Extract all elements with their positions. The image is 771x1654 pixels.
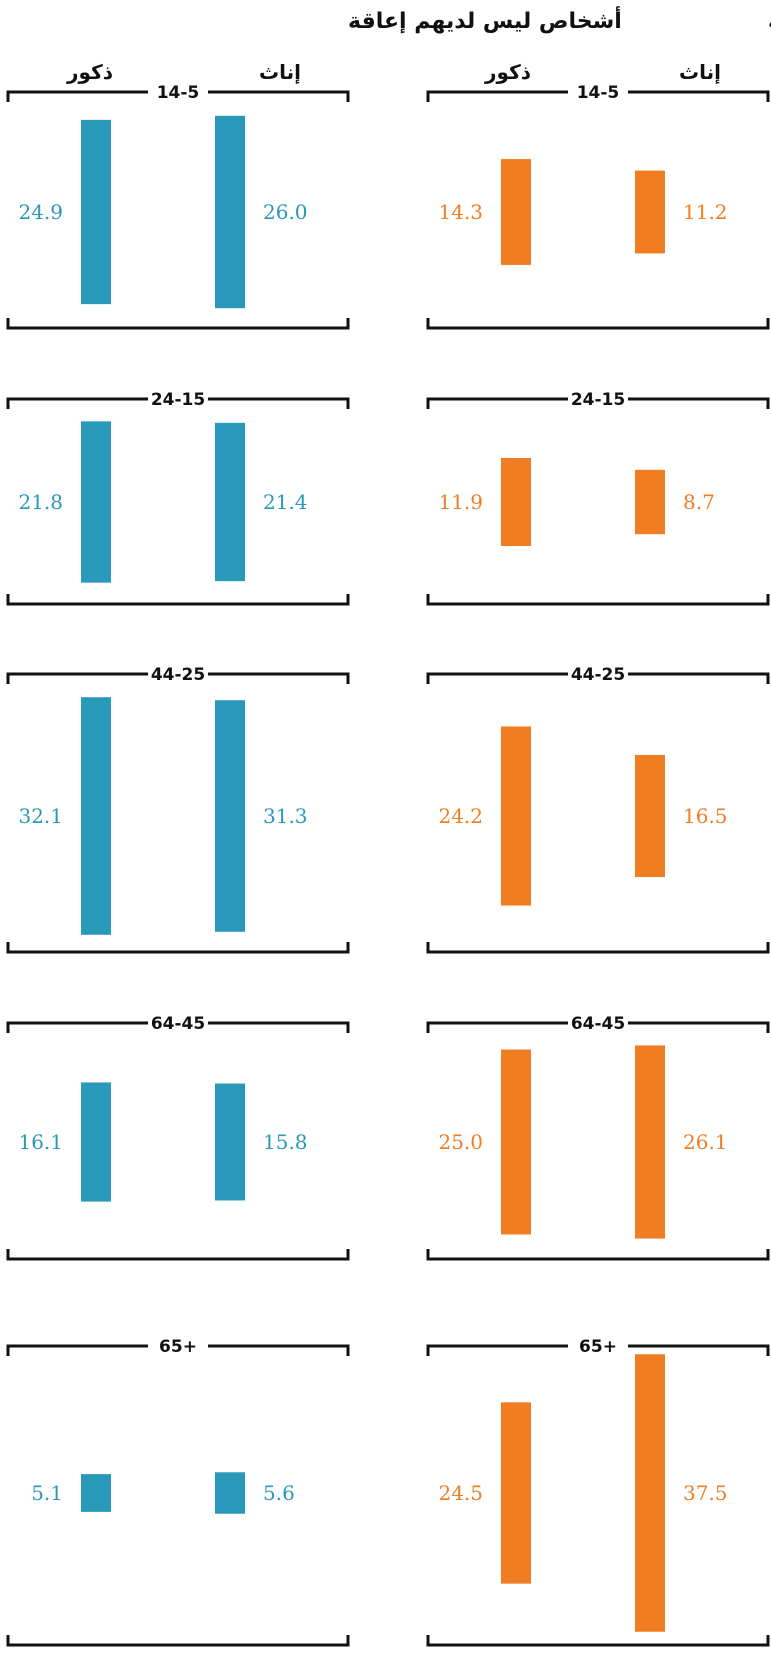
age-group-label: 64-45 xyxy=(571,1014,625,1034)
female-bar xyxy=(635,1354,665,1632)
bracket-top-right xyxy=(208,672,350,684)
bracket-bottom xyxy=(426,1249,770,1261)
bracket-bottom xyxy=(426,942,770,954)
male-bar xyxy=(81,1082,111,1202)
male-value-label: 11.9 xyxy=(438,490,483,514)
bracket-bottom xyxy=(6,1249,350,1261)
female-bar xyxy=(215,1083,245,1201)
bracket-top-left xyxy=(426,90,568,102)
bracket-top-left xyxy=(426,1021,568,1033)
male-value-label: 24.5 xyxy=(438,1481,483,1505)
bracket-top-left xyxy=(6,397,148,409)
bracket-top-right xyxy=(208,397,350,409)
female-value-label: 8.7 xyxy=(683,490,715,514)
age-group-label: 65+ xyxy=(159,1337,197,1357)
bracket-top-left xyxy=(426,397,568,409)
female-value-label: 37.5 xyxy=(683,1481,728,1505)
bracket-bottom xyxy=(426,1635,770,1647)
male-value-label: 32.1 xyxy=(18,804,63,828)
female-bar xyxy=(215,1472,245,1514)
female-bar xyxy=(635,1045,665,1239)
female-value-label: 31.3 xyxy=(263,804,308,828)
male-value-label: 5.1 xyxy=(31,1481,63,1505)
male-bar xyxy=(81,119,111,305)
bracket-top-left xyxy=(6,90,148,102)
male-header: ذكور xyxy=(484,60,531,84)
female-bar xyxy=(635,754,665,878)
male-bar xyxy=(81,697,111,935)
male-bar xyxy=(501,457,531,547)
male-bar xyxy=(81,421,111,583)
bracket-top-right xyxy=(628,1021,770,1033)
age-group-label: 44-25 xyxy=(151,665,205,685)
female-value-label: 5.6 xyxy=(263,1481,295,1505)
female-value-label: 15.8 xyxy=(263,1130,308,1154)
male-bar xyxy=(501,159,531,265)
female-value-label: 26.1 xyxy=(683,1130,728,1154)
bracket-top-left xyxy=(6,672,148,684)
bracket-bottom xyxy=(426,594,770,606)
age-group-label: 64-45 xyxy=(151,1014,205,1034)
bracket-bottom xyxy=(426,318,770,330)
bracket-top-left xyxy=(6,1021,148,1033)
age-group-label: 24-15 xyxy=(151,390,205,410)
age-group-label: 44-25 xyxy=(571,665,625,685)
female-bar xyxy=(215,115,245,309)
female-bar xyxy=(215,700,245,932)
bracket-bottom xyxy=(6,942,350,954)
bracket-bottom xyxy=(6,318,350,330)
bracket-top-right xyxy=(628,1344,770,1356)
male-bar xyxy=(501,1402,531,1584)
male-value-label: 24.2 xyxy=(438,804,483,828)
female-header: إناث xyxy=(259,60,301,84)
male-value-label: 14.3 xyxy=(438,200,483,224)
male-value-label: 21.8 xyxy=(18,490,63,514)
bracket-top-right xyxy=(628,397,770,409)
female-value-label: 16.5 xyxy=(683,804,728,828)
panel-title: الأشخاص ذوو الإعاقة xyxy=(768,6,771,34)
male-header: ذكور xyxy=(66,60,113,84)
male-value-label: 24.9 xyxy=(18,200,63,224)
bracket-top-right xyxy=(628,90,770,102)
male-bar xyxy=(81,1474,111,1512)
bracket-top-right xyxy=(208,90,350,102)
bracket-top-left xyxy=(426,1344,568,1356)
bracket-bottom xyxy=(6,594,350,606)
female-bar xyxy=(215,422,245,582)
female-value-label: 26.0 xyxy=(263,200,308,224)
bracket-top-right xyxy=(628,672,770,684)
age-group-label: 65+ xyxy=(579,1337,617,1357)
female-value-label: 21.4 xyxy=(263,490,308,514)
bracket-top-right xyxy=(208,1344,350,1356)
male-bar xyxy=(501,726,531,906)
panel-title: أشخاص ليس لديهم إعاقة xyxy=(348,5,622,34)
female-header: إناث xyxy=(679,60,721,84)
age-group-label: 14-5 xyxy=(577,83,620,103)
male-value-label: 16.1 xyxy=(18,1130,63,1154)
female-bar xyxy=(635,170,665,254)
bracket-top-right xyxy=(208,1021,350,1033)
bracket-top-left xyxy=(6,1344,148,1356)
bracket-top-left xyxy=(426,672,568,684)
male-value-label: 25.0 xyxy=(438,1130,483,1154)
bracket-bottom xyxy=(6,1635,350,1647)
age-group-label: 14-5 xyxy=(157,83,200,103)
age-group-label: 24-15 xyxy=(571,390,625,410)
male-bar xyxy=(501,1049,531,1235)
female-bar xyxy=(635,469,665,535)
female-value-label: 11.2 xyxy=(683,200,728,224)
